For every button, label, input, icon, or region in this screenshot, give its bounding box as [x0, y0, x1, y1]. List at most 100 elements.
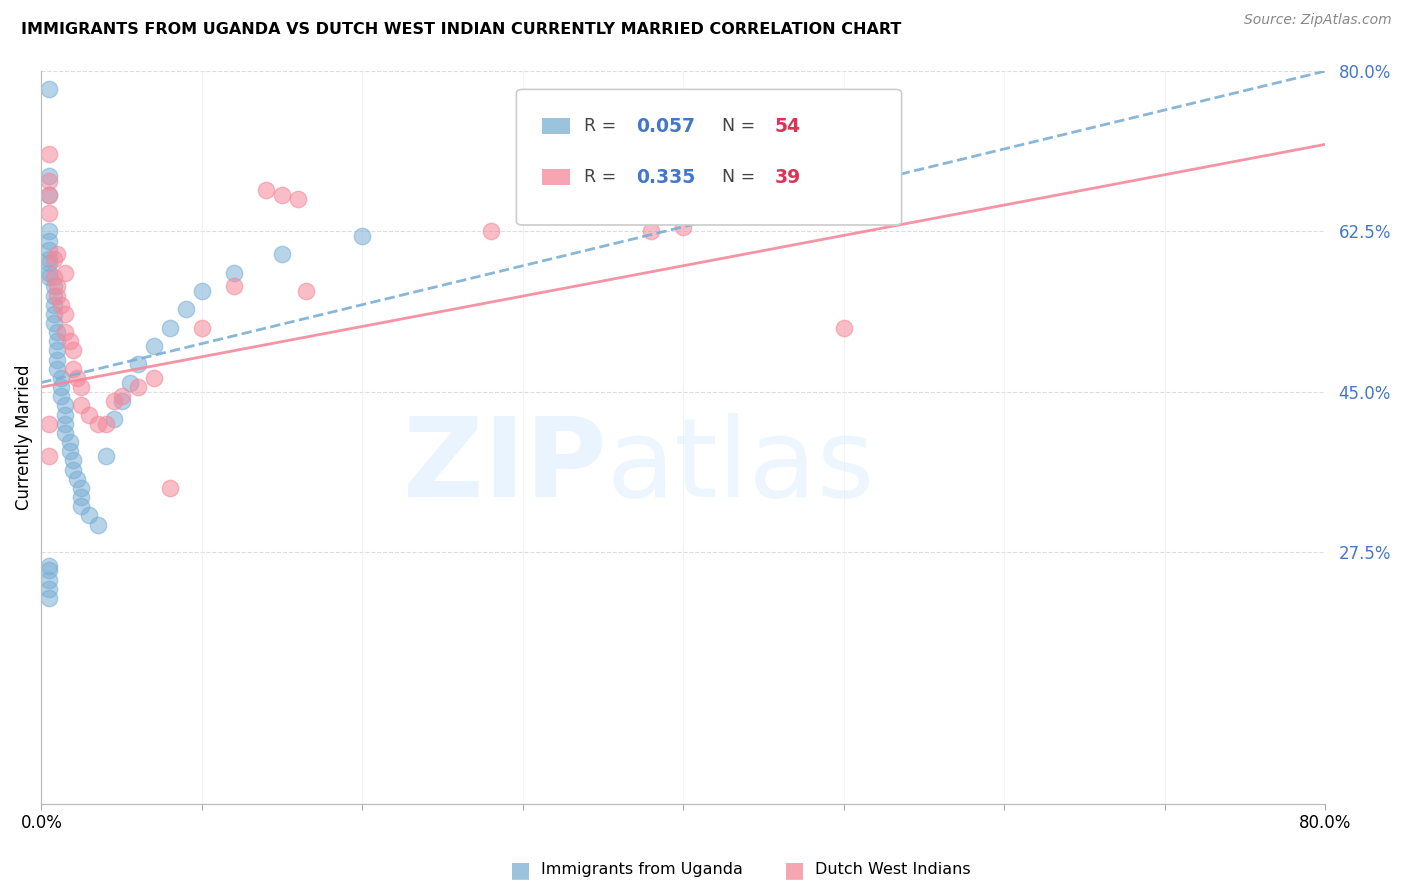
Point: [222, 266, 245, 280]
Point: [66, 371, 89, 385]
Point: [46, 343, 69, 358]
Text: 0.335: 0.335: [636, 168, 695, 186]
Point: [38, 270, 60, 285]
Text: R =: R =: [585, 117, 623, 135]
Point: [38, 573, 60, 587]
Point: [38, 558, 60, 573]
Bar: [543, 118, 571, 134]
Point: [70, 481, 93, 495]
Point: [55, 266, 77, 280]
Point: [38, 169, 60, 184]
Point: [38, 449, 60, 463]
Y-axis label: Currently Married: Currently Married: [15, 365, 32, 510]
Point: [46, 352, 69, 367]
Point: [38, 417, 60, 431]
Text: ■: ■: [510, 860, 530, 880]
Point: [38, 146, 60, 161]
Point: [44, 298, 66, 312]
Text: N =: N =: [721, 169, 761, 186]
Point: [295, 284, 318, 298]
Point: [49, 389, 72, 403]
Point: [62, 462, 84, 476]
Point: [271, 187, 294, 202]
Point: [38, 174, 60, 188]
Text: atlas: atlas: [606, 413, 875, 520]
Text: Immigrants from Uganda: Immigrants from Uganda: [541, 863, 744, 877]
Point: [271, 247, 294, 261]
Point: [38, 266, 60, 280]
Point: [79, 408, 101, 422]
Point: [44, 307, 66, 321]
Point: [44, 288, 66, 302]
Point: [38, 582, 60, 596]
Point: [62, 453, 84, 467]
Text: IMMIGRANTS FROM UGANDA VS DUTCH WEST INDIAN CURRENTLY MARRIED CORRELATION CHART: IMMIGRANTS FROM UGANDA VS DUTCH WEST IND…: [21, 22, 901, 37]
Text: 54: 54: [775, 117, 800, 136]
Point: [38, 243, 60, 257]
Point: [70, 399, 93, 413]
Point: [70, 380, 93, 394]
Point: [55, 325, 77, 339]
Point: [46, 325, 69, 339]
Point: [38, 82, 60, 96]
Point: [46, 247, 69, 261]
Point: [110, 393, 132, 408]
Text: Dutch West Indians: Dutch West Indians: [815, 863, 972, 877]
Point: [49, 380, 72, 394]
Point: [832, 320, 855, 334]
Point: [127, 380, 149, 394]
Point: [38, 234, 60, 248]
Point: [46, 279, 69, 293]
Point: [254, 183, 277, 197]
Point: [159, 320, 181, 334]
Text: R =: R =: [585, 169, 623, 186]
Point: [62, 343, 84, 358]
Text: ZIP: ZIP: [404, 413, 606, 520]
Point: [191, 320, 214, 334]
Point: [142, 339, 165, 353]
Point: [49, 371, 72, 385]
Point: [86, 517, 108, 532]
Point: [79, 508, 101, 523]
Point: [127, 357, 149, 371]
Point: [44, 316, 66, 330]
Point: [55, 399, 77, 413]
Text: 39: 39: [775, 168, 801, 186]
Point: [38, 591, 60, 605]
Point: [38, 187, 60, 202]
Point: [44, 270, 66, 285]
Point: [62, 361, 84, 376]
Point: [70, 490, 93, 504]
Point: [70, 500, 93, 514]
Point: [44, 279, 66, 293]
Point: [86, 417, 108, 431]
Point: [672, 219, 695, 234]
Point: [222, 279, 245, 293]
Point: [103, 393, 125, 408]
Point: [352, 229, 374, 244]
Point: [46, 361, 69, 376]
Point: [191, 284, 214, 298]
Text: Source: ZipAtlas.com: Source: ZipAtlas.com: [1244, 13, 1392, 28]
Text: N =: N =: [721, 117, 761, 135]
Point: [44, 252, 66, 266]
Point: [142, 371, 165, 385]
Point: [38, 252, 60, 266]
Point: [38, 224, 60, 238]
Point: [38, 256, 60, 270]
Point: [287, 192, 309, 206]
Point: [55, 408, 77, 422]
Text: 0.057: 0.057: [636, 117, 695, 136]
Point: [38, 187, 60, 202]
FancyBboxPatch shape: [516, 89, 901, 225]
Point: [55, 425, 77, 440]
Point: [94, 449, 117, 463]
Point: [46, 334, 69, 349]
Point: [479, 224, 502, 238]
Bar: [543, 169, 571, 186]
Point: [49, 298, 72, 312]
Point: [55, 417, 77, 431]
Point: [640, 224, 662, 238]
Point: [174, 302, 197, 317]
Point: [110, 389, 132, 403]
